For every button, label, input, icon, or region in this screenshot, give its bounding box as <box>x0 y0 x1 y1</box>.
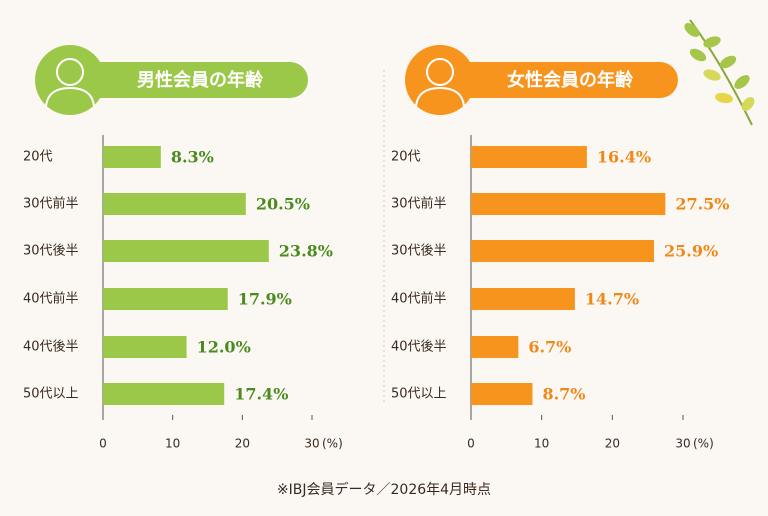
bar <box>471 383 533 405</box>
y-category-label: 50代以上 <box>23 387 79 402</box>
value-label: 8.7% <box>542 385 585 404</box>
y-category-label: 20代 <box>23 150 53 165</box>
x-tick-label: 10 <box>534 437 549 451</box>
avatar-badge <box>405 45 475 115</box>
x-unit-label: (%) <box>693 437 714 451</box>
y-category-label: 30代後半 <box>23 244 79 259</box>
bar <box>471 193 666 215</box>
chart-title: 男性会員の年齢 <box>137 69 264 91</box>
title-pill <box>70 62 308 98</box>
value-label: 23.8% <box>279 242 333 261</box>
avatar-head <box>426 58 454 86</box>
avatar-body <box>415 86 465 107</box>
title-pill <box>440 62 678 98</box>
chart-title: 女性会員の年齢 <box>507 69 634 91</box>
x-tick-label: 10 <box>165 437 180 451</box>
y-category-label: 50代以上 <box>391 387 447 402</box>
value-label: 20.5% <box>256 195 310 214</box>
avatar-head <box>56 58 84 86</box>
bar <box>103 288 228 310</box>
x-tick-label: 20 <box>235 437 250 451</box>
x-tick-label: 0 <box>467 437 475 451</box>
y-category-label: 20代 <box>391 150 421 165</box>
value-label: 25.9% <box>664 242 718 261</box>
value-label: 16.4% <box>597 148 651 167</box>
x-unit-label: (%) <box>322 437 343 451</box>
bar <box>103 383 225 405</box>
bar <box>103 193 246 215</box>
value-label: 6.7% <box>528 338 571 357</box>
x-tick-label: 0 <box>99 437 107 451</box>
value-label: 27.5% <box>675 195 729 214</box>
value-label: 17.9% <box>238 290 292 309</box>
bar <box>471 336 519 358</box>
bar <box>103 146 161 168</box>
y-category-label: 40代後半 <box>23 340 79 355</box>
bar <box>471 240 655 262</box>
leaf-decoration <box>684 19 755 126</box>
y-category-label: 30代後半 <box>391 244 447 259</box>
bar <box>471 146 587 168</box>
avatar-badge <box>35 45 105 115</box>
x-tick-label: 30 <box>675 437 690 451</box>
value-label: 17.4% <box>234 385 288 404</box>
y-category-label: 40代後半 <box>391 340 447 355</box>
x-tick-label: 20 <box>605 437 620 451</box>
value-label: 14.7% <box>585 290 639 309</box>
y-category-label: 40代前半 <box>391 291 447 307</box>
bar <box>103 336 187 358</box>
y-category-label: 40代前半 <box>23 291 79 307</box>
bar <box>103 240 269 262</box>
x-tick-label: 30 <box>304 437 319 451</box>
bar <box>471 288 575 310</box>
y-category-label: 30代前半 <box>391 196 447 212</box>
avatar-body <box>45 86 95 107</box>
footnote: ※IBJ会員データ／2026年4月時点 <box>277 481 491 498</box>
value-label: 8.3% <box>171 148 214 167</box>
value-label: 12.0% <box>197 338 251 357</box>
y-category-label: 30代前半 <box>23 196 79 212</box>
